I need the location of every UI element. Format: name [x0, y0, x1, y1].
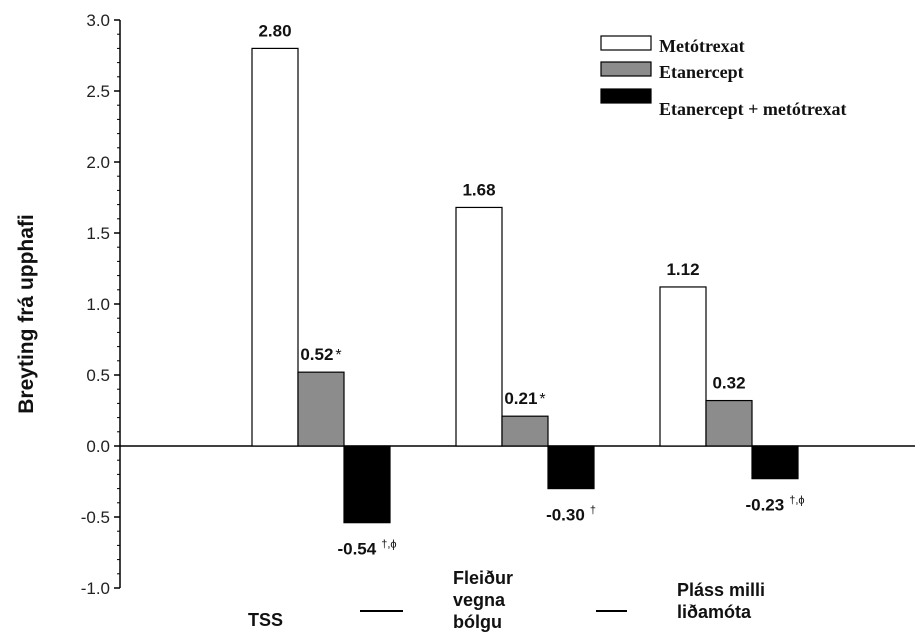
category-label: bólgu	[453, 612, 502, 632]
value-label: 0.21 *	[504, 389, 545, 408]
y-tick-label: -1.0	[81, 579, 110, 598]
bar-1-3	[659, 286, 707, 447]
category-label: Pláss milli	[677, 580, 765, 600]
bar-1-1	[251, 47, 299, 447]
y-tick-label: 0.0	[86, 437, 110, 456]
value-label: 0.32	[712, 374, 745, 393]
value-label: -0.23 †,ϕ	[745, 495, 804, 515]
legend: Metótrexat Etanercept Etanercept + metótre…	[600, 35, 847, 119]
bar-1-2	[455, 206, 503, 447]
legend-swatch-1	[600, 35, 652, 51]
legend-label-3: Etanercept + metótrexat	[659, 99, 847, 119]
legend-label-2: Etanercept	[659, 62, 744, 82]
legend-swatch-2	[600, 61, 652, 77]
y-tick-label: 0.5	[86, 366, 110, 385]
bar-3-3	[751, 445, 799, 480]
value-label: -0.30 †	[546, 505, 596, 525]
y-tick-label: 1.5	[86, 224, 110, 243]
bar-2-3	[705, 399, 753, 447]
value-label: 1.68	[462, 180, 495, 199]
category-label: vegna	[453, 590, 506, 610]
category-label: Fleiður	[453, 568, 513, 588]
y-tick-label: 1.0	[86, 295, 110, 314]
y-tick-label: 2.0	[86, 153, 110, 172]
legend-swatch-3	[600, 88, 652, 104]
legend-label-1: Metótrexat	[659, 36, 745, 56]
y-tick-label: 2.5	[86, 82, 110, 101]
y-tick-label: -0.5	[81, 508, 110, 527]
bar-2-2	[501, 415, 549, 447]
value-label: -0.54 †,ϕ	[337, 539, 396, 559]
category-label: liðamóta	[677, 602, 752, 622]
y-axis-label: Breyting frá upphafi	[15, 214, 38, 414]
bar-3-2	[547, 445, 595, 490]
value-labels: 2.80 1.68 1.12 0.52 * 0.21 * 0.32 -0.54 †,ϕ -0.30 †…	[258, 21, 804, 558]
bar-3-1	[343, 445, 391, 524]
bar-2-1	[297, 371, 345, 447]
category-label: TSS	[248, 610, 283, 630]
value-label: 2.80	[258, 21, 291, 40]
bars	[251, 47, 799, 524]
value-label: 0.52 *	[300, 345, 341, 364]
value-label: 1.12	[666, 260, 699, 279]
y-tick-label: 3.0	[86, 11, 110, 30]
